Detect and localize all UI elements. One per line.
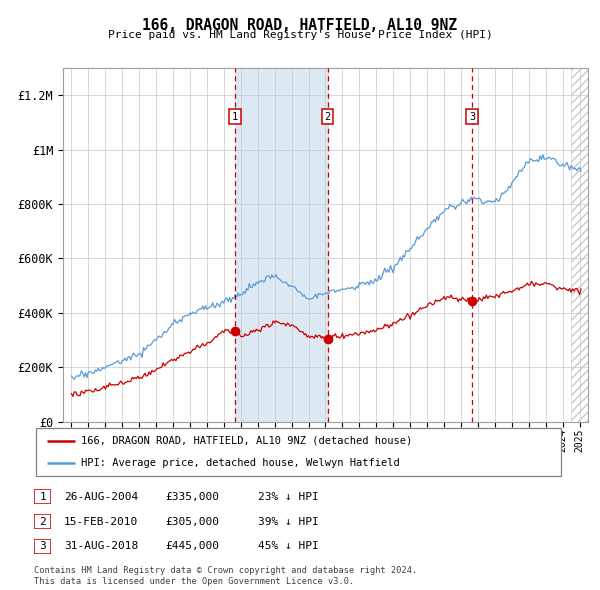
Text: Contains HM Land Registry data © Crown copyright and database right 2024.: Contains HM Land Registry data © Crown c… — [34, 566, 418, 575]
Text: Price paid vs. HM Land Registry's House Price Index (HPI): Price paid vs. HM Land Registry's House … — [107, 30, 493, 40]
Bar — [571, 68, 588, 422]
Text: 31-AUG-2018: 31-AUG-2018 — [64, 542, 139, 551]
Text: 2: 2 — [39, 517, 46, 526]
Text: 2: 2 — [325, 112, 331, 122]
Text: 1: 1 — [232, 112, 238, 122]
Text: HPI: Average price, detached house, Welwyn Hatfield: HPI: Average price, detached house, Welw… — [80, 458, 400, 468]
Text: £305,000: £305,000 — [165, 517, 219, 526]
Text: 3: 3 — [469, 112, 475, 122]
FancyBboxPatch shape — [34, 514, 51, 529]
Text: 23% ↓ HPI: 23% ↓ HPI — [258, 492, 319, 502]
Text: 166, DRAGON ROAD, HATFIELD, AL10 9NZ: 166, DRAGON ROAD, HATFIELD, AL10 9NZ — [143, 18, 458, 32]
Text: This data is licensed under the Open Government Licence v3.0.: This data is licensed under the Open Gov… — [34, 576, 355, 586]
FancyBboxPatch shape — [34, 539, 51, 554]
FancyBboxPatch shape — [34, 489, 51, 504]
Text: 45% ↓ HPI: 45% ↓ HPI — [258, 542, 319, 551]
Text: 3: 3 — [39, 542, 46, 551]
Text: 166, DRAGON ROAD, HATFIELD, AL10 9NZ (detached house): 166, DRAGON ROAD, HATFIELD, AL10 9NZ (de… — [80, 436, 412, 446]
Text: 15-FEB-2010: 15-FEB-2010 — [64, 517, 139, 526]
Bar — [235, 68, 328, 422]
Text: 1: 1 — [39, 492, 46, 502]
Text: £335,000: £335,000 — [165, 492, 219, 502]
Text: 39% ↓ HPI: 39% ↓ HPI — [258, 517, 319, 526]
Text: £445,000: £445,000 — [165, 542, 219, 551]
FancyBboxPatch shape — [36, 428, 561, 476]
Text: 26-AUG-2004: 26-AUG-2004 — [64, 492, 139, 502]
